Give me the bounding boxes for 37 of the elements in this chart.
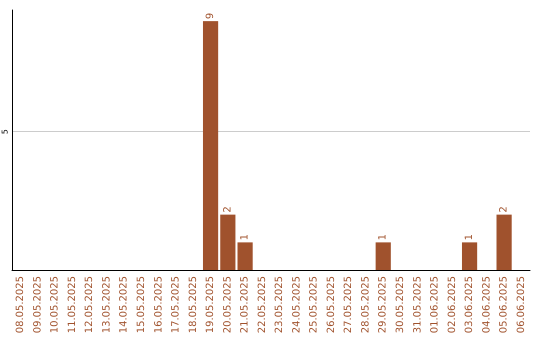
x-tick-label: 05.06.2025 [498, 276, 510, 334]
data-label: 2 [498, 206, 510, 213]
x-tick-label: 09.05.2025 [32, 276, 44, 334]
data-label: 1 [464, 234, 476, 240]
x-tick-label: 27.05.2025 [343, 276, 354, 334]
x-tick-label: 14.05.2025 [118, 276, 130, 334]
x-tick-label: 06.06.2025 [516, 276, 527, 334]
x-tick-label: 02.06.2025 [446, 276, 458, 334]
data-label: 1 [240, 234, 251, 240]
x-tick-label: 04.06.2025 [481, 276, 492, 334]
data-label: 2 [222, 206, 234, 213]
x-tick-label: 13.05.2025 [101, 276, 112, 334]
x-tick-label: 19.05.2025 [205, 276, 216, 334]
x-tick-label: 29.05.2025 [378, 276, 389, 334]
x-tick-label: 28.05.2025 [360, 276, 372, 334]
x-tick-label: 26.05.2025 [326, 276, 337, 334]
x-tick-label: 22.05.2025 [256, 276, 268, 334]
x-tick-label: 25.05.2025 [308, 276, 320, 334]
x-tick-label: 18.05.2025 [188, 276, 199, 334]
x-tick-label: 15.05.2025 [136, 276, 147, 334]
x-tick-label: 23.05.2025 [274, 276, 286, 334]
data-label: 1 [378, 234, 389, 240]
x-tick-label: 24.05.2025 [291, 276, 302, 334]
x-tick-label: 16.05.2025 [153, 276, 164, 334]
x-tick-label: 21.05.2025 [240, 276, 251, 334]
x-tick-label: 08.05.2025 [15, 276, 26, 334]
x-tick-label: 30.05.2025 [395, 276, 406, 334]
x-tick-label: 31.05.2025 [412, 276, 424, 334]
x-tick-label: 03.06.2025 [464, 276, 476, 334]
x-tick-label: 10.05.2025 [50, 276, 61, 334]
x-tick-label: 01.06.2025 [430, 276, 441, 334]
y-tick-label: 5 [0, 129, 10, 134]
x-tick-label: 17.05.2025 [170, 276, 182, 334]
x-tick-label: 12.05.2025 [84, 276, 96, 334]
x-tick-label: 20.05.2025 [222, 276, 234, 334]
data-label: 9 [205, 12, 216, 20]
x-tick-label: 11.05.2025 [66, 276, 78, 334]
